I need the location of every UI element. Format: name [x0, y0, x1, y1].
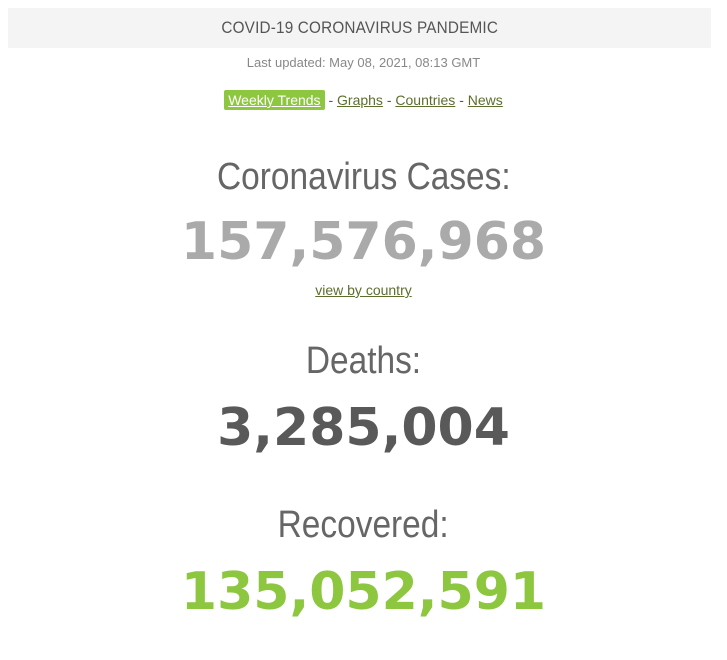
nav-separator: -	[455, 92, 468, 108]
nav-link-countries[interactable]: Countries	[395, 92, 456, 108]
deaths-label-text: Deaths:	[305, 340, 422, 382]
nav-separator: -	[324, 92, 338, 108]
view-by-country-container: view by country	[0, 282, 727, 298]
header-banner: COVID-19 CORONAVIRUS PANDEMIC	[8, 8, 711, 48]
deaths-count: 3,285,004	[217, 398, 510, 458]
cases-count: 157,576,968	[180, 212, 547, 272]
recovered-label-text: Recovered:	[277, 504, 449, 546]
nav-link-graphs[interactable]: Graphs	[337, 92, 383, 108]
view-by-country-link[interactable]: view by country	[315, 282, 412, 298]
last-updated-text: Last updated: May 08, 2021, 08:13 GMT	[246, 55, 481, 70]
nav-link-news[interactable]: News	[467, 92, 503, 108]
cases-label: Coronavirus Cases:	[0, 156, 727, 199]
nav-separator: -	[382, 92, 396, 108]
cases-label-text: Coronavirus Cases:	[216, 156, 511, 198]
page-title: COVID-19 CORONAVIRUS PANDEMIC	[221, 18, 498, 37]
recovered-count: 135,052,591	[180, 562, 547, 622]
recovered-label: Recovered:	[0, 504, 727, 547]
nav-links: Weekly Trends - Graphs - Countries - New…	[0, 90, 727, 110]
deaths-label: Deaths:	[0, 340, 727, 383]
nav-link-weekly-trends[interactable]: Weekly Trends	[224, 90, 325, 110]
